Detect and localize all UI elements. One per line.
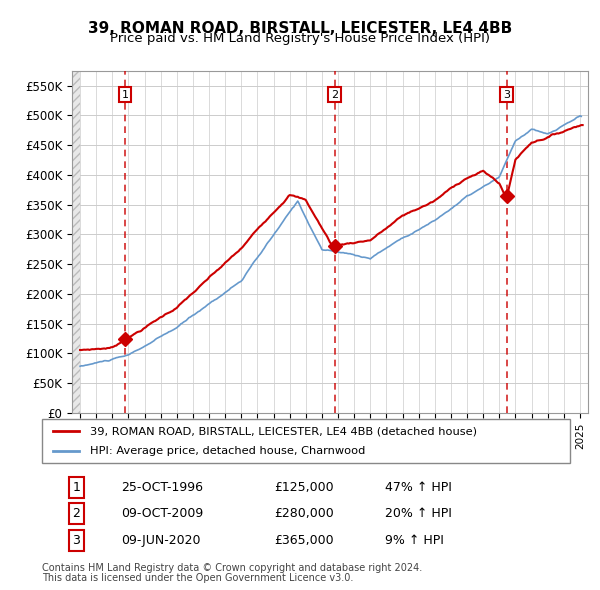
- Text: 39, ROMAN ROAD, BIRSTALL, LEICESTER, LE4 4BB: 39, ROMAN ROAD, BIRSTALL, LEICESTER, LE4…: [88, 21, 512, 35]
- Text: 20% ↑ HPI: 20% ↑ HPI: [385, 507, 452, 520]
- Text: 25-OCT-1996: 25-OCT-1996: [121, 481, 203, 494]
- Text: 3: 3: [73, 534, 80, 548]
- Bar: [72, 71, 80, 413]
- Text: 39, ROMAN ROAD, BIRSTALL, LEICESTER, LE4 4BB (detached house): 39, ROMAN ROAD, BIRSTALL, LEICESTER, LE4…: [89, 427, 476, 436]
- Text: 09-OCT-2009: 09-OCT-2009: [121, 507, 203, 520]
- Text: 1: 1: [122, 90, 128, 100]
- Text: 1: 1: [73, 481, 80, 494]
- Text: 9% ↑ HPI: 9% ↑ HPI: [385, 534, 444, 548]
- Text: This data is licensed under the Open Government Licence v3.0.: This data is licensed under the Open Gov…: [42, 573, 353, 584]
- Text: 2: 2: [331, 90, 338, 100]
- Text: 47% ↑ HPI: 47% ↑ HPI: [385, 481, 452, 494]
- Text: £280,000: £280,000: [274, 507, 334, 520]
- Text: 3: 3: [503, 90, 510, 100]
- Text: 2: 2: [73, 507, 80, 520]
- FancyBboxPatch shape: [42, 419, 570, 463]
- Text: Price paid vs. HM Land Registry's House Price Index (HPI): Price paid vs. HM Land Registry's House …: [110, 32, 490, 45]
- Text: 09-JUN-2020: 09-JUN-2020: [121, 534, 201, 548]
- Text: Contains HM Land Registry data © Crown copyright and database right 2024.: Contains HM Land Registry data © Crown c…: [42, 563, 422, 573]
- Text: £125,000: £125,000: [274, 481, 334, 494]
- Bar: [72, 71, 80, 413]
- Text: HPI: Average price, detached house, Charnwood: HPI: Average price, detached house, Char…: [89, 446, 365, 455]
- Text: £365,000: £365,000: [274, 534, 334, 548]
